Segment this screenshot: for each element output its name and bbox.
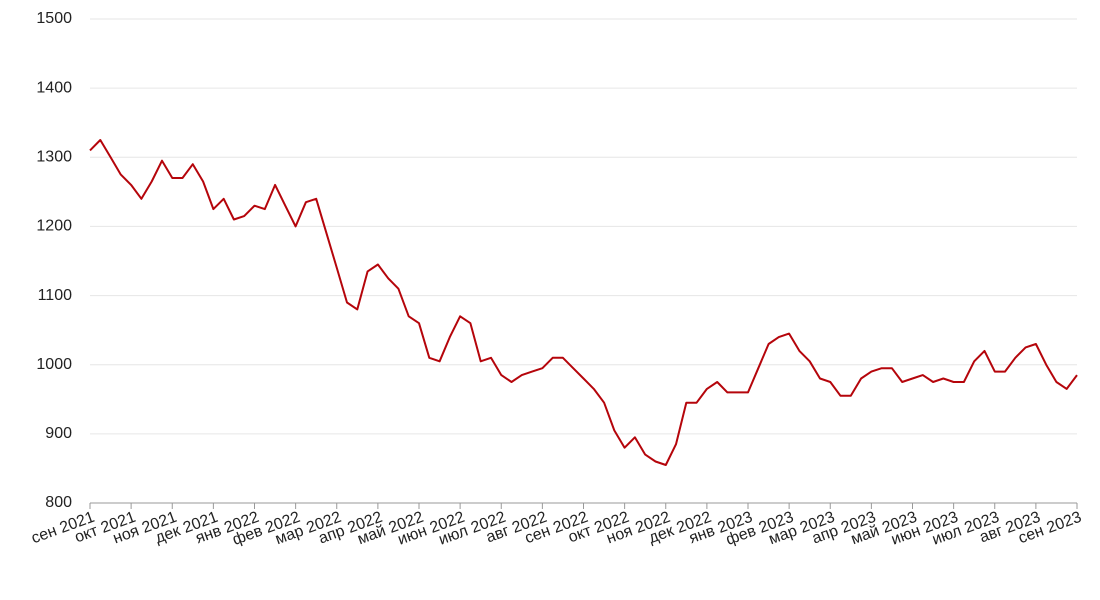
y-tick-label: 1100 (38, 287, 73, 304)
y-tick-label: 900 (45, 425, 72, 442)
y-tick-label: 1400 (36, 79, 72, 96)
data-line (89, 139, 1078, 466)
y-tick-label: 1500 (36, 10, 72, 27)
y-tick-label: 1200 (36, 218, 72, 235)
y-tick-label: 1000 (36, 356, 72, 373)
y-tick-label: 800 (45, 494, 72, 511)
y-tick-label: 1300 (36, 149, 72, 166)
